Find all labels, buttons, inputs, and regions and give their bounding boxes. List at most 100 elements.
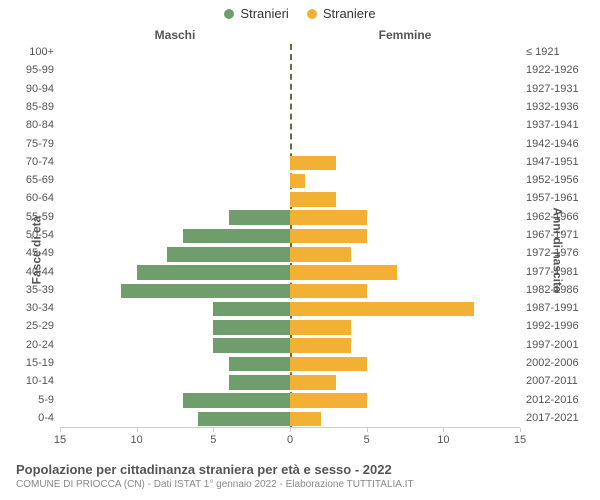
female-bar [290,247,351,262]
x-tick-label: 10 [437,434,449,446]
female-cell [290,318,520,336]
female-cell [290,44,520,62]
male-bar [183,229,290,244]
pyramid-row [60,209,520,227]
female-bar [290,338,351,353]
female-bar [290,192,336,207]
male-cell [60,245,290,263]
female-cell [290,227,520,245]
pyramid-row [60,245,520,263]
x-tick [290,428,291,432]
age-label: 45-49 [0,247,54,259]
birth-year-label: 1987-1991 [526,302,579,314]
female-cell [290,263,520,281]
birth-year-label: 2002-2006 [526,357,579,369]
male-cell [60,300,290,318]
female-bar [290,357,367,372]
age-label: 0-4 [0,412,54,424]
age-label: 55-59 [0,211,54,223]
birth-year-label: 1977-1981 [526,266,579,278]
female-bar [290,320,351,335]
female-cell [290,373,520,391]
female-bar [290,210,367,225]
male-bar [213,302,290,317]
legend-label-male: Stranieri [240,6,288,21]
female-cell [290,300,520,318]
pyramid-row [60,391,520,409]
female-bar [290,375,336,390]
female-bar [290,412,321,427]
female-cell [290,135,520,153]
x-tick [137,428,138,432]
pyramid-row [60,373,520,391]
legend-swatch-female [307,9,317,19]
plot-area [60,44,520,428]
male-bar [213,338,290,353]
x-tick [520,428,521,432]
male-cell [60,355,290,373]
male-cell [60,373,290,391]
pyramid-row [60,81,520,99]
pyramid-row [60,99,520,117]
pyramid-row [60,410,520,428]
male-cell [60,117,290,135]
birth-year-label: 2017-2021 [526,412,579,424]
male-cell [60,154,290,172]
male-cell [60,135,290,153]
female-cell [290,117,520,135]
pyramid-row [60,300,520,318]
age-label: 65-69 [0,174,54,186]
age-label: 35-39 [0,284,54,296]
birth-year-label: ≤ 1921 [526,46,560,58]
x-tick-label: 10 [131,434,143,446]
female-cell [290,190,520,208]
female-cell [290,245,520,263]
male-cell [60,172,290,190]
birth-year-label: 1937-1941 [526,119,579,131]
male-bar [229,357,290,372]
header-male: Maschi [60,28,290,42]
male-cell [60,227,290,245]
birth-year-label: 1952-1956 [526,174,579,186]
age-label: 15-19 [0,357,54,369]
age-label: 5-9 [0,394,54,406]
birth-year-label: 1932-1936 [526,101,579,113]
pyramid-row [60,135,520,153]
female-cell [290,337,520,355]
female-cell [290,410,520,428]
birth-year-label: 1997-2001 [526,339,579,351]
chart-subtitle: COMUNE DI PRIOCCA (CN) - Dati ISTAT 1° g… [16,479,584,490]
age-label: 90-94 [0,83,54,95]
legend-item-female: Straniere [307,6,376,21]
female-bar [290,393,367,408]
female-cell [290,81,520,99]
female-bar [290,229,367,244]
population-pyramid-chart: Stranieri Straniere Maschi Femmine Fasce… [0,0,600,500]
age-label: 30-34 [0,302,54,314]
x-tick-label: 15 [54,434,66,446]
pyramid-row [60,190,520,208]
x-tick [443,428,444,432]
pyramid-row [60,117,520,135]
male-bar [229,210,290,225]
male-bar [137,265,290,280]
male-cell [60,81,290,99]
male-bar [167,247,290,262]
legend-swatch-male [224,9,234,19]
pyramid-row [60,337,520,355]
birth-year-label: 1982-1986 [526,284,579,296]
x-tick-label: 0 [287,434,293,446]
male-cell [60,282,290,300]
age-label: 85-89 [0,101,54,113]
female-cell [290,172,520,190]
male-bar [121,284,290,299]
male-cell [60,190,290,208]
pyramid-row [60,355,520,373]
x-tick-label: 5 [210,434,216,446]
birth-year-label: 1922-1926 [526,64,579,76]
x-tick [60,428,61,432]
title-block: Popolazione per cittadinanza straniera p… [16,462,584,490]
x-tick-label: 15 [514,434,526,446]
pyramid-row [60,44,520,62]
age-label: 25-29 [0,320,54,332]
